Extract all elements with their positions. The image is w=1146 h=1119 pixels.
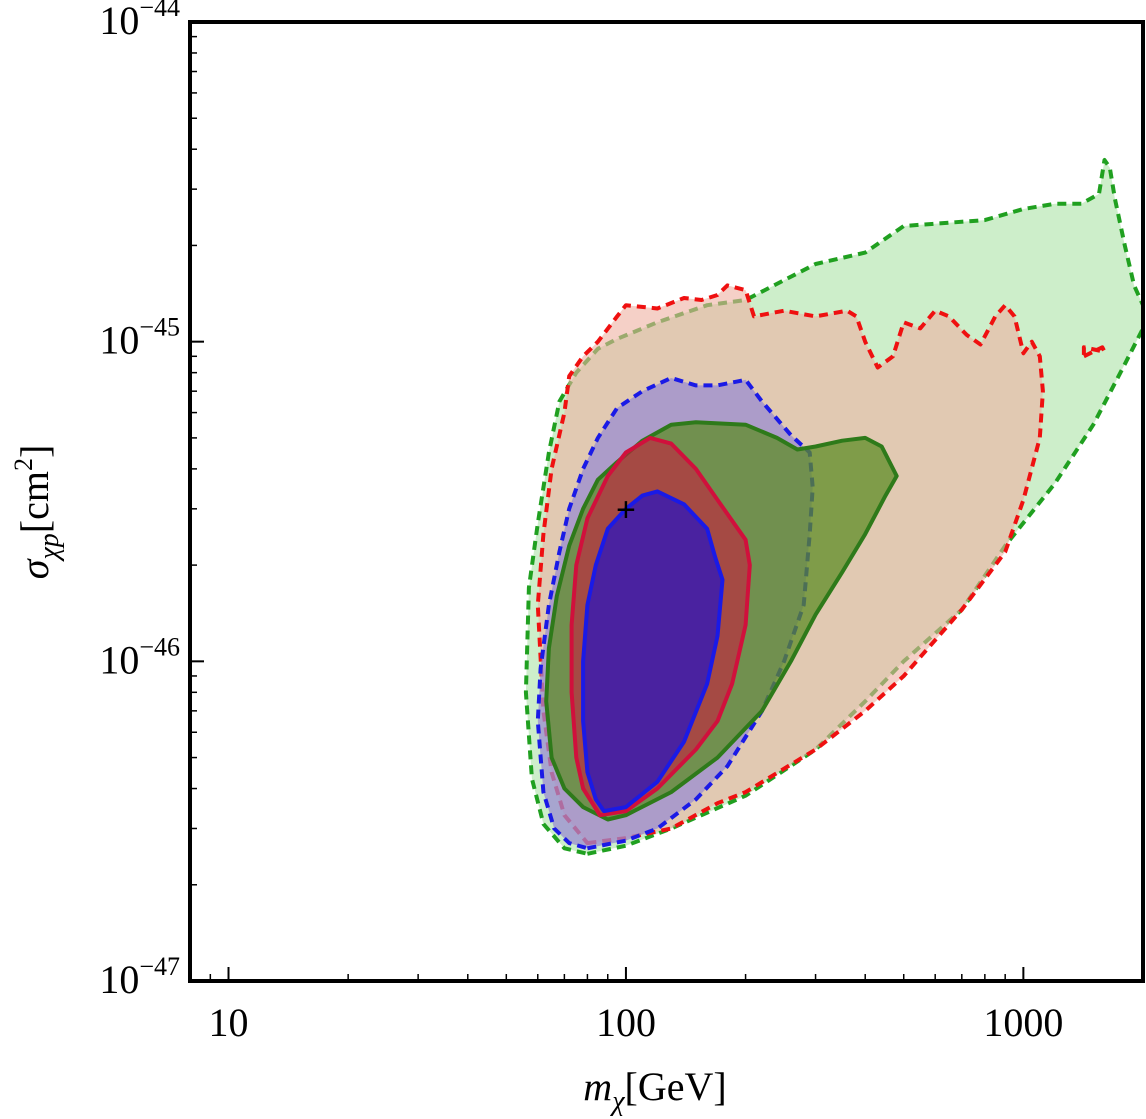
- benchmark-marker-layer: +: [616, 491, 636, 529]
- y-axis-unit: [cm: [12, 471, 57, 533]
- axis-ticks: 10 100 1000 10−47 10−46 10−45 10−44: [99, 0, 1063, 1045]
- x-tick-label-1000: 1000: [983, 1000, 1063, 1045]
- x-axis-symbol: m: [583, 1064, 612, 1109]
- benchmark-marker: +: [616, 491, 636, 529]
- y-axis-unit-exp: 2: [9, 458, 38, 471]
- y-axis-subscript: χp: [34, 533, 65, 562]
- region-red-dashed-island: [1081, 345, 1107, 359]
- confidence-regions: [523, 158, 1143, 856]
- y-tick-label: 10−46: [99, 632, 180, 682]
- x-axis-title: mχ[GeV]: [583, 1064, 726, 1117]
- y-tick-label: 10−47: [99, 952, 180, 1002]
- x-axis-subscript: χ: [609, 1086, 625, 1117]
- y-axis-unit-close: ]: [12, 445, 57, 458]
- y-tick-label: 10−44: [99, 0, 180, 43]
- y-axis-title: σχp[cm2]: [9, 445, 65, 580]
- x-tick-label-100: 100: [596, 1000, 656, 1045]
- y-tick-label: 10−45: [99, 313, 180, 363]
- y-axis-symbol: σ: [12, 558, 57, 579]
- region-blue-solid: [581, 489, 725, 814]
- x-axis-unit: [GeV]: [625, 1064, 727, 1109]
- plot-frame: [188, 20, 1145, 983]
- x-tick-label-10: 10: [209, 1000, 249, 1045]
